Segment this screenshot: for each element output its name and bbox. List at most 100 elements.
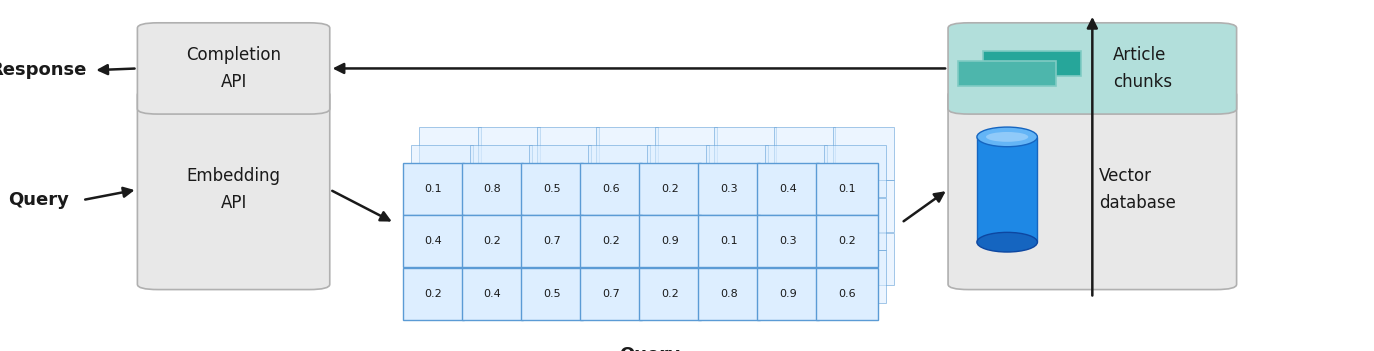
Text: Vector
database: Vector database <box>1099 167 1176 212</box>
FancyBboxPatch shape <box>833 127 894 180</box>
FancyBboxPatch shape <box>816 215 878 267</box>
FancyBboxPatch shape <box>588 198 650 250</box>
Text: Article
chunks: Article chunks <box>1113 46 1172 91</box>
FancyBboxPatch shape <box>580 268 642 320</box>
Text: 0.7: 0.7 <box>602 289 620 299</box>
FancyBboxPatch shape <box>655 127 717 180</box>
Text: 0.3: 0.3 <box>779 236 797 246</box>
Text: 0.2: 0.2 <box>838 236 856 246</box>
FancyBboxPatch shape <box>647 145 709 197</box>
FancyBboxPatch shape <box>774 233 835 285</box>
FancyBboxPatch shape <box>596 233 658 285</box>
FancyBboxPatch shape <box>639 215 701 267</box>
FancyBboxPatch shape <box>137 23 330 114</box>
FancyBboxPatch shape <box>959 61 1055 86</box>
FancyBboxPatch shape <box>706 198 768 250</box>
FancyBboxPatch shape <box>529 198 591 250</box>
Text: 0.2: 0.2 <box>425 289 442 299</box>
FancyBboxPatch shape <box>462 215 523 267</box>
FancyBboxPatch shape <box>714 180 776 232</box>
Text: 0.3: 0.3 <box>720 184 738 194</box>
Text: Query: Query <box>8 191 69 209</box>
FancyBboxPatch shape <box>698 163 760 215</box>
FancyBboxPatch shape <box>403 215 464 267</box>
FancyBboxPatch shape <box>698 215 760 267</box>
FancyBboxPatch shape <box>529 145 591 197</box>
Text: 0.2: 0.2 <box>484 236 502 246</box>
FancyBboxPatch shape <box>419 233 481 285</box>
Text: Completion
API: Completion API <box>185 46 282 91</box>
FancyBboxPatch shape <box>655 233 717 285</box>
FancyBboxPatch shape <box>462 163 523 215</box>
Text: 0.2: 0.2 <box>602 236 620 246</box>
FancyBboxPatch shape <box>757 163 819 215</box>
FancyBboxPatch shape <box>948 90 1237 290</box>
FancyBboxPatch shape <box>774 180 835 232</box>
FancyBboxPatch shape <box>824 250 886 303</box>
FancyBboxPatch shape <box>478 180 540 232</box>
Text: 0.1: 0.1 <box>425 184 442 194</box>
FancyBboxPatch shape <box>816 163 878 215</box>
Text: 0.6: 0.6 <box>838 289 856 299</box>
FancyBboxPatch shape <box>537 127 599 180</box>
FancyBboxPatch shape <box>537 233 599 285</box>
FancyBboxPatch shape <box>706 145 768 197</box>
FancyBboxPatch shape <box>588 145 650 197</box>
Text: 0.2: 0.2 <box>661 289 679 299</box>
Text: 0.9: 0.9 <box>661 236 679 246</box>
FancyBboxPatch shape <box>774 127 835 180</box>
FancyBboxPatch shape <box>639 268 701 320</box>
FancyBboxPatch shape <box>521 268 583 320</box>
Ellipse shape <box>987 132 1028 142</box>
FancyBboxPatch shape <box>596 180 658 232</box>
FancyBboxPatch shape <box>833 233 894 285</box>
FancyBboxPatch shape <box>714 233 776 285</box>
Text: 0.8: 0.8 <box>484 184 502 194</box>
FancyBboxPatch shape <box>419 180 481 232</box>
FancyBboxPatch shape <box>470 145 532 197</box>
FancyBboxPatch shape <box>765 145 827 197</box>
FancyBboxPatch shape <box>655 180 717 232</box>
Text: Embedding
API: Embedding API <box>187 167 280 212</box>
FancyBboxPatch shape <box>521 215 583 267</box>
FancyBboxPatch shape <box>984 51 1081 75</box>
FancyBboxPatch shape <box>596 127 658 180</box>
FancyBboxPatch shape <box>470 250 532 303</box>
FancyBboxPatch shape <box>137 90 330 290</box>
FancyBboxPatch shape <box>647 198 709 250</box>
Text: 0.8: 0.8 <box>720 289 738 299</box>
FancyBboxPatch shape <box>478 233 540 285</box>
Ellipse shape <box>977 232 1037 252</box>
FancyBboxPatch shape <box>706 250 768 303</box>
FancyBboxPatch shape <box>411 145 473 197</box>
FancyBboxPatch shape <box>816 268 878 320</box>
Text: Response: Response <box>0 61 87 79</box>
Text: 0.4: 0.4 <box>484 289 502 299</box>
Text: 0.5: 0.5 <box>543 184 561 194</box>
Text: 0.4: 0.4 <box>779 184 797 194</box>
FancyBboxPatch shape <box>419 127 481 180</box>
Polygon shape <box>977 137 1037 242</box>
FancyBboxPatch shape <box>647 250 709 303</box>
FancyBboxPatch shape <box>580 163 642 215</box>
FancyBboxPatch shape <box>529 250 591 303</box>
Text: 0.1: 0.1 <box>838 184 856 194</box>
Ellipse shape <box>977 127 1037 147</box>
FancyBboxPatch shape <box>588 250 650 303</box>
FancyBboxPatch shape <box>403 163 464 215</box>
Text: 0.6: 0.6 <box>602 184 620 194</box>
FancyBboxPatch shape <box>462 268 523 320</box>
FancyBboxPatch shape <box>411 198 473 250</box>
FancyBboxPatch shape <box>765 250 827 303</box>
FancyBboxPatch shape <box>470 198 532 250</box>
Text: Query: Query <box>620 345 680 351</box>
FancyBboxPatch shape <box>757 215 819 267</box>
FancyBboxPatch shape <box>537 180 599 232</box>
FancyBboxPatch shape <box>824 198 886 250</box>
FancyBboxPatch shape <box>411 250 473 303</box>
FancyBboxPatch shape <box>948 23 1237 114</box>
FancyBboxPatch shape <box>478 127 540 180</box>
FancyBboxPatch shape <box>757 268 819 320</box>
FancyBboxPatch shape <box>580 215 642 267</box>
Text: 0.2: 0.2 <box>661 184 679 194</box>
